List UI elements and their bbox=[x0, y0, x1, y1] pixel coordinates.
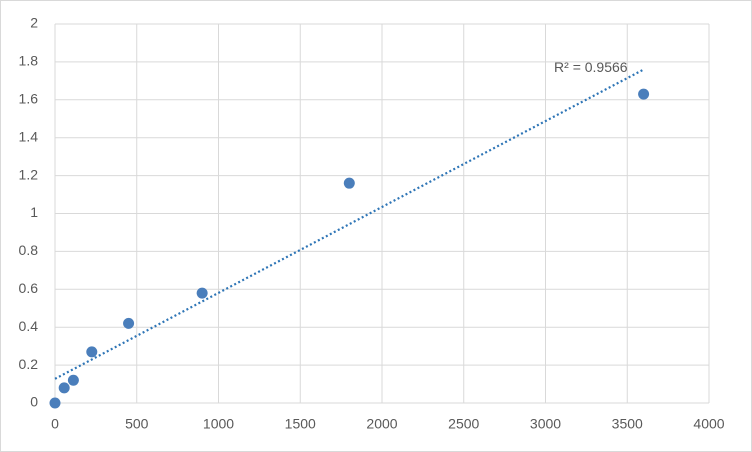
y-tick-label: 1 bbox=[30, 204, 38, 220]
x-tick-label: 500 bbox=[125, 416, 149, 432]
y-tick-label: 0.8 bbox=[19, 242, 39, 258]
y-tick-label: 0 bbox=[30, 394, 38, 410]
x-tick-label: 4000 bbox=[693, 416, 724, 432]
y-tick-label: 0.6 bbox=[19, 280, 39, 296]
point bbox=[343, 177, 355, 189]
x-tick-label: 0 bbox=[51, 416, 59, 432]
y-tick-label: 0.2 bbox=[19, 356, 39, 372]
point bbox=[638, 88, 650, 100]
point bbox=[123, 317, 135, 329]
x-tick-label: 2000 bbox=[366, 416, 397, 432]
y-tick-label: 1.4 bbox=[19, 128, 39, 144]
point bbox=[58, 382, 70, 394]
point bbox=[196, 287, 208, 299]
point bbox=[86, 346, 98, 358]
x-tick-label: 1000 bbox=[203, 416, 234, 432]
x-tick-label: 1500 bbox=[285, 416, 316, 432]
trendline-label: R² = 0.9566 bbox=[554, 59, 628, 75]
y-tick-label: 0.4 bbox=[19, 318, 39, 334]
y-tick-label: 1.6 bbox=[19, 91, 39, 107]
y-tick-label: 1.8 bbox=[19, 53, 39, 69]
x-tick-label: 3500 bbox=[612, 416, 643, 432]
x-tick-label: 3000 bbox=[530, 416, 561, 432]
point bbox=[49, 397, 61, 409]
trendline bbox=[54, 68, 645, 380]
point bbox=[67, 374, 79, 386]
x-tick-label: 2500 bbox=[448, 416, 479, 432]
y-tick-label: 2 bbox=[30, 15, 38, 31]
y-tick-label: 1.2 bbox=[19, 166, 39, 182]
